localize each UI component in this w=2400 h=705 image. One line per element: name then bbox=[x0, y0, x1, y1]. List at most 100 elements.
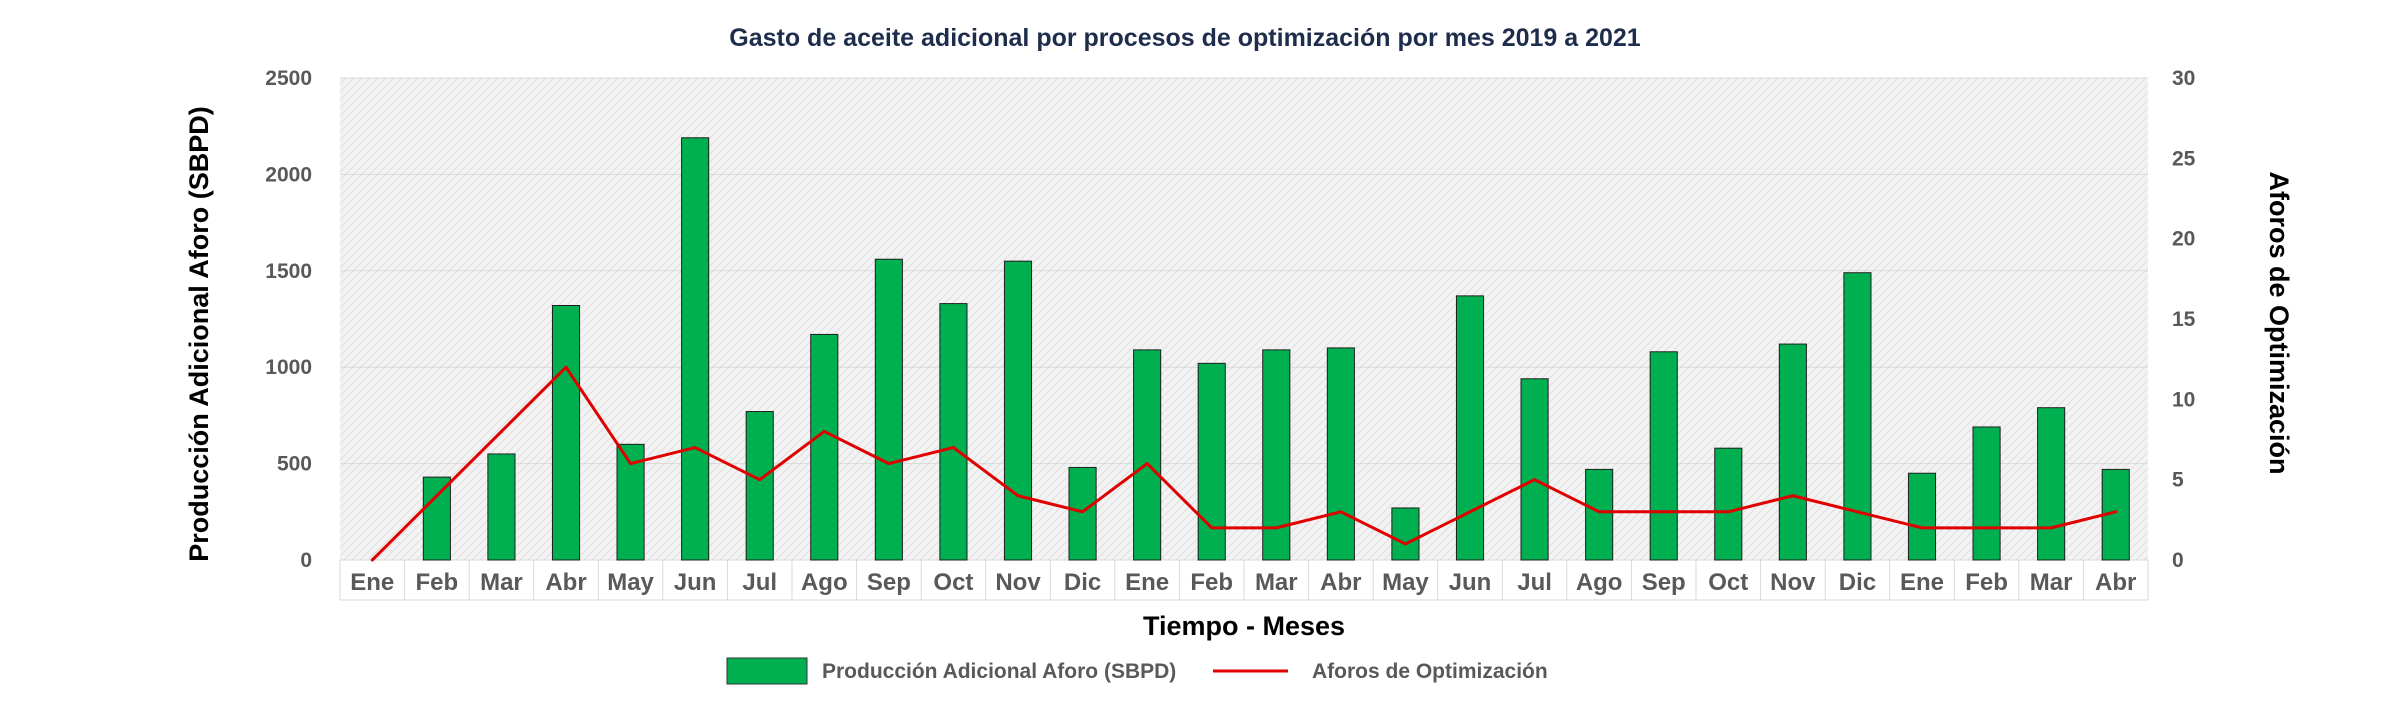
legend-bar-swatch bbox=[726, 657, 808, 685]
bar bbox=[1972, 426, 2001, 561]
line-point bbox=[1726, 510, 1730, 514]
bar bbox=[1455, 295, 1485, 561]
bar bbox=[1714, 447, 1743, 561]
y-tick-label: 1500 bbox=[265, 260, 312, 283]
bar bbox=[1197, 362, 1226, 561]
y-tick-label: 2000 bbox=[265, 163, 312, 186]
y-axis-title: Producción Adicional Aforo (SBPD) bbox=[184, 106, 214, 562]
y-tick-label: 2500 bbox=[265, 67, 312, 90]
bar bbox=[1391, 507, 1420, 561]
y2-tick-label: 10 bbox=[2172, 388, 2195, 411]
bar bbox=[2037, 407, 2066, 561]
right-axis-ticks: 0 5 10 15 20 25 30 bbox=[2172, 67, 2196, 572]
line-point bbox=[1016, 494, 1020, 498]
bar bbox=[1520, 378, 1549, 561]
bar bbox=[1133, 349, 1162, 561]
chart-title: Gasto de aceite adicional por procesos d… bbox=[729, 24, 1641, 52]
line-point bbox=[1791, 494, 1795, 498]
line-point bbox=[1533, 478, 1537, 482]
bar bbox=[1585, 468, 1614, 561]
line-point bbox=[2114, 510, 2118, 514]
line-series bbox=[370, 365, 2118, 562]
line-point bbox=[564, 365, 568, 369]
x-tick-label: Sep bbox=[1642, 569, 1686, 596]
x-tick-label: Ago bbox=[801, 569, 848, 596]
y-tick-label: 1000 bbox=[265, 356, 312, 379]
line-point bbox=[1210, 526, 1214, 530]
x-tick-label: Oct bbox=[933, 569, 973, 596]
bar bbox=[1068, 466, 1097, 561]
y2-axis-title: Aforos de Optimización bbox=[2264, 171, 2294, 474]
legend: Producción Adicional Aforo (SBPD) Aforos… bbox=[726, 657, 1548, 685]
x-tick-label: Abr bbox=[1320, 569, 1361, 596]
line-point bbox=[1468, 510, 1472, 514]
line-point bbox=[1081, 510, 1085, 514]
line-point bbox=[1662, 510, 1666, 514]
y-tick-label: 500 bbox=[277, 453, 312, 476]
x-tick-label: May bbox=[607, 569, 654, 596]
bar bbox=[874, 258, 903, 561]
line-point bbox=[693, 446, 697, 450]
y-tick-label: 0 bbox=[300, 549, 312, 572]
x-tick-label: Mar bbox=[2030, 569, 2073, 596]
x-tick-label: Ene bbox=[1125, 569, 1169, 596]
x-tick-label: Jun bbox=[1449, 569, 1492, 596]
bar bbox=[1778, 343, 1807, 561]
x-tick-label: Feb bbox=[1965, 569, 2008, 596]
line-point bbox=[1274, 526, 1278, 530]
y2-tick-label: 25 bbox=[2172, 147, 2196, 170]
bar bbox=[939, 303, 968, 561]
bar bbox=[1649, 351, 1678, 561]
x-tick-label: Ene bbox=[1900, 569, 1944, 596]
left-axis-ticks: 0 500 1000 1500 2000 2500 bbox=[265, 67, 312, 572]
line-point bbox=[435, 494, 439, 498]
x-tick-label: Abr bbox=[2095, 569, 2136, 596]
bar bbox=[810, 333, 839, 561]
line-point bbox=[1597, 510, 1601, 514]
x-tick-label: Mar bbox=[480, 569, 523, 596]
line-point bbox=[1339, 510, 1343, 514]
line-path bbox=[371, 365, 2117, 562]
x-tick-label: May bbox=[1382, 569, 1429, 596]
x-tick-label: Mar bbox=[1255, 569, 1298, 596]
legend-bar-label: Producción Adicional Aforo (SBPD) bbox=[822, 660, 1176, 683]
bar-series bbox=[422, 137, 2130, 561]
bar bbox=[487, 453, 516, 561]
x-tick-label: Oct bbox=[1708, 569, 1748, 596]
bar bbox=[551, 305, 581, 561]
line-point bbox=[1403, 542, 1407, 546]
y2-tick-label: 15 bbox=[2172, 308, 2196, 331]
line-point bbox=[951, 446, 955, 450]
category-labels: Ene Feb Mar Abr May Jun Jul Ago Sep Oct Nov Dic Ene F… bbox=[350, 569, 2136, 596]
line-point bbox=[887, 462, 891, 466]
line-point bbox=[758, 478, 762, 482]
x-tick-label: Dic bbox=[1064, 569, 1101, 596]
x-tick-label: Nov bbox=[995, 569, 1041, 596]
x-tick-label: Sep bbox=[867, 569, 911, 596]
x-tick-label: Abr bbox=[545, 569, 586, 596]
bar bbox=[745, 411, 774, 561]
x-tick-label: Jul bbox=[742, 569, 777, 596]
line-point bbox=[1920, 526, 1924, 530]
legend-line-label: Aforos de Optimización bbox=[1312, 660, 1548, 683]
bar bbox=[1326, 347, 1355, 561]
line-point bbox=[1855, 510, 1859, 514]
x-tick-label: Feb bbox=[416, 569, 459, 596]
line-point bbox=[629, 462, 633, 466]
x-tick-label: Feb bbox=[1190, 569, 1233, 596]
line-point bbox=[822, 429, 826, 433]
y2-tick-label: 0 bbox=[2172, 549, 2184, 572]
x-tick-label: Ene bbox=[350, 569, 394, 596]
bar bbox=[1907, 472, 1937, 561]
bar bbox=[1003, 260, 1033, 561]
bar bbox=[422, 476, 451, 561]
line-point bbox=[2049, 526, 2053, 530]
line-point bbox=[1145, 462, 1149, 466]
y2-tick-label: 5 bbox=[2172, 469, 2184, 492]
plot-area-background bbox=[340, 78, 2148, 560]
line-point bbox=[499, 429, 503, 433]
x-tick-label: Nov bbox=[1770, 569, 1816, 596]
category-table bbox=[339, 559, 2149, 601]
